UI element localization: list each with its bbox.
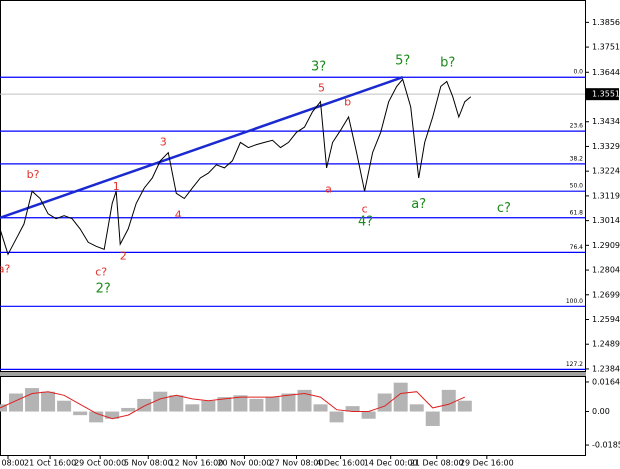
fib-label: 50.0 [570, 183, 584, 190]
y-tick-label: 1.2804 [592, 266, 620, 275]
histogram-bar [169, 395, 184, 412]
histogram-bar [313, 404, 328, 412]
histogram-bar [41, 391, 56, 412]
y-tick-label: 1.3119 [592, 191, 620, 200]
price-line [0, 78, 472, 256]
wave-label: b [344, 96, 351, 109]
last-price-box [585, 88, 619, 101]
histogram-bar [89, 411, 104, 423]
y-tick-label: 0.0164 [592, 377, 620, 386]
wave-label: b? [440, 56, 455, 71]
wave-label: b? [27, 168, 40, 181]
histogram-bar [201, 400, 216, 412]
y-tick-label: 1.3329 [592, 142, 620, 151]
fib-label: 23.6 [570, 123, 584, 130]
histogram-bar [73, 411, 88, 416]
histogram-bar [457, 400, 472, 412]
wave-label: c? [497, 201, 511, 216]
x-tick-label: 20 Nov 00:00 [217, 459, 271, 468]
histogram-bar [409, 404, 424, 412]
fib-label: 76.4 [570, 244, 584, 251]
y-tick-label: 1.2909 [592, 241, 620, 250]
y-tick-label: 1.3856 [592, 18, 620, 27]
histogram-bar [25, 388, 40, 412]
histogram-bar [137, 398, 152, 412]
wave-label: c? [95, 266, 107, 279]
y-tick-label: 1.2594 [592, 315, 620, 324]
wave-label: c [362, 203, 368, 216]
main-panel [0, 0, 586, 372]
signal-line [0, 391, 466, 420]
wave-label: 3 [160, 135, 167, 148]
y-tick-label: 1.3014 [592, 216, 620, 225]
y-tick-label: 0.00 [592, 407, 610, 416]
wave-label: 5? [395, 53, 410, 68]
histogram-bar [345, 406, 360, 412]
histogram-bar [105, 411, 120, 419]
wave-label: 4? [358, 214, 373, 229]
wave-label: 2 [120, 249, 127, 262]
wave-label: a? [0, 263, 10, 276]
y-tick-label: 1.3644 [592, 68, 620, 77]
histogram-bar [0, 404, 7, 412]
fib-label: 38.2 [570, 155, 584, 162]
histogram-bar [233, 395, 248, 412]
wave-label: a? [411, 197, 426, 212]
histogram-bar [57, 400, 72, 412]
y-tick-label: 1.2489 [592, 340, 620, 349]
x-tick-label: 27 Nov 08:00 [270, 459, 324, 468]
histogram-bar [121, 407, 136, 412]
y-tick-label: 1.2699 [592, 290, 620, 299]
wave-label: 2? [96, 281, 111, 296]
panel-separator [0, 372, 586, 376]
y-tick-label: 1.3434 [592, 117, 620, 126]
wave-label: 4 [175, 209, 182, 222]
x-tick-label: 14 Dec 00:00 [364, 459, 418, 468]
histogram-bar [361, 411, 376, 419]
x-tick-label: 4 Dec 16:00 [316, 459, 365, 468]
histogram-bar [185, 404, 200, 412]
y-tick-label: -0.01859 [592, 441, 620, 450]
histogram-bar [9, 393, 24, 412]
fib-label: 0.0 [573, 69, 583, 76]
histogram-bar [425, 411, 440, 426]
wave-label: 5 [318, 82, 325, 95]
x-tick-label: 29 Oct 00:00 [74, 459, 126, 468]
histogram-bar [249, 398, 264, 412]
x-tick-label: 5 Nov 08:00 [124, 459, 173, 468]
wave-label: 1 [113, 180, 120, 193]
y-tick-label: 1.3224 [592, 167, 620, 176]
x-tick-label: ct 08:00 [0, 459, 25, 468]
histogram-bar [265, 397, 280, 412]
fib-label: 100.0 [566, 298, 583, 305]
wave-label: a [325, 182, 332, 195]
y-tick-label: 1.3751 [592, 43, 620, 52]
trendline [0, 76, 404, 219]
x-tick-label: 21 Oct 16:00 [24, 459, 76, 468]
fib-label: 127.2 [566, 361, 583, 368]
x-tick-label: 12 Nov 16:00 [169, 459, 223, 468]
histogram-bar [297, 389, 312, 412]
histogram-bar [329, 411, 344, 423]
fib-label: 61.8 [570, 209, 584, 216]
histogram-bar [217, 397, 232, 412]
x-tick-label: 21 Dec 08:00 [410, 459, 464, 468]
wave-label: 3? [311, 60, 326, 75]
histogram-bar [393, 382, 408, 412]
histogram-bar [281, 393, 296, 412]
indicator-panel [0, 376, 586, 456]
x-tick-label: 29 Dec 16:00 [460, 459, 514, 468]
histogram-bar [153, 391, 168, 412]
last-price-label: 1.3551 [592, 90, 620, 99]
histogram-bar [441, 389, 456, 412]
y-tick-label: 1.2384 [592, 364, 620, 373]
